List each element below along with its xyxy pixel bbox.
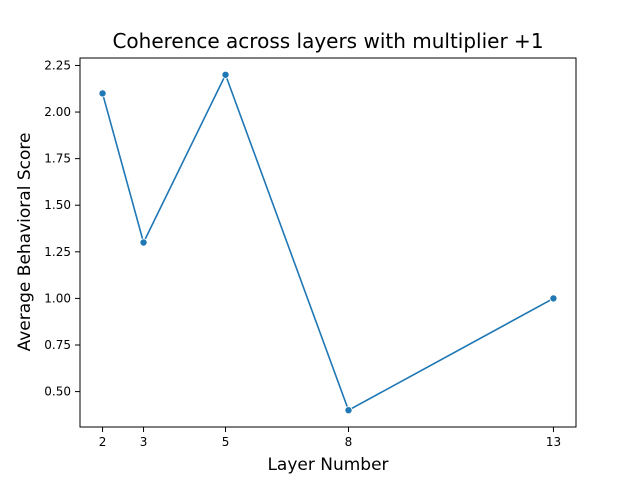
data-point xyxy=(221,70,230,79)
x-tick-label: 13 xyxy=(546,435,561,449)
y-tick-label: 1.75 xyxy=(44,152,71,166)
chart-title: Coherence across layers with multiplier … xyxy=(112,29,543,53)
y-tick-label: 0.75 xyxy=(44,338,71,352)
x-tick-label: 8 xyxy=(345,435,353,449)
data-point xyxy=(139,238,148,247)
series-layer xyxy=(98,70,558,415)
series-line xyxy=(101,73,554,412)
x-tick-label: 5 xyxy=(222,435,230,449)
data-point xyxy=(344,406,353,415)
y-axis-ticks: 0.50 0.75 1.00 1.25 1.50 1.75 2.00 2.25 xyxy=(44,58,80,399)
y-tick-label: 1.00 xyxy=(44,291,71,305)
data-point xyxy=(549,294,558,303)
y-tick-label: 2.25 xyxy=(44,58,71,72)
y-tick-label: 2.00 xyxy=(44,105,71,119)
y-tick-label: 0.50 xyxy=(44,385,71,399)
x-tick-label: 2 xyxy=(99,435,107,449)
data-point xyxy=(98,89,107,98)
plot-frame xyxy=(79,57,577,428)
y-tick-label: 1.50 xyxy=(44,198,71,212)
plot-area: 2 3 5 8 13 0.50 0.75 1.00 1.25 1.50 1.75 2.00 2.25 xyxy=(44,57,577,449)
x-tick-label: 3 xyxy=(140,435,148,449)
y-tick-label: 1.25 xyxy=(44,245,71,259)
y-axis-label: Average Behavioral Score xyxy=(15,133,35,352)
x-axis-ticks: 2 3 5 8 13 xyxy=(99,427,561,449)
x-axis-label: Layer Number xyxy=(267,455,388,475)
